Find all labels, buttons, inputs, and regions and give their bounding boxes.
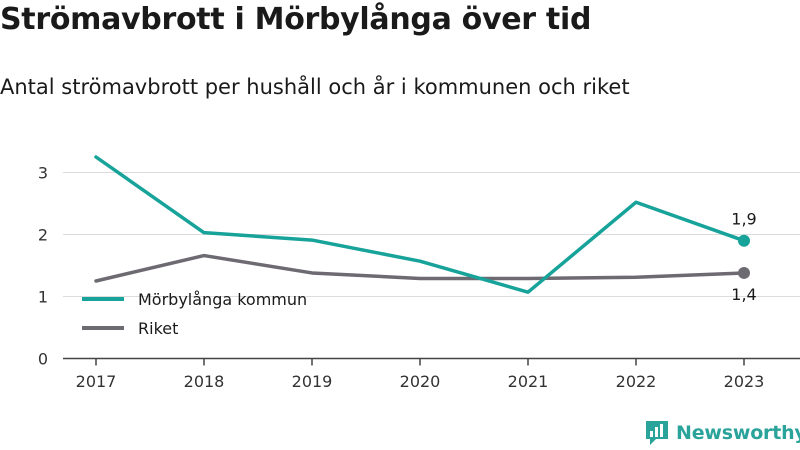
series-line-riket: [94, 253, 746, 283]
brand-logo: Newsworthy: [644, 418, 800, 448]
brand-name: Newsworthy: [676, 422, 800, 444]
data-label-morbylanga-2023: 1,9: [731, 210, 756, 229]
bar-chart-logo-icon: [646, 421, 668, 445]
x-tick-label: 2023: [724, 372, 765, 391]
series-line-morbylanga: [94, 155, 746, 294]
chart-subtitle: Antal strömavbrott per hushåll och år i …: [0, 75, 630, 99]
y-tick-label: 1: [38, 288, 48, 307]
x-tick-label: 2022: [616, 372, 657, 391]
series-end-point-morbylanga: [738, 234, 750, 247]
series-end-point-riket: [738, 266, 750, 279]
x-tick-label: 2019: [292, 372, 333, 391]
data-label-riket-2023: 1,4: [731, 285, 756, 304]
y-tick-label: 0: [38, 350, 48, 369]
y-tick-label: 2: [38, 226, 48, 245]
x-tick-label: 2020: [400, 372, 441, 391]
x-tick-label: 2021: [508, 372, 549, 391]
legend-label-riket: Riket: [138, 319, 178, 338]
chart-title: Strömavbrott i Mörbylånga över tid: [0, 2, 592, 37]
y-tick-label: 3: [38, 164, 48, 183]
x-tick-label: 2017: [76, 372, 117, 391]
x-tick-label: 2018: [184, 372, 225, 391]
legend-label-morbylanga: Mörbylånga kommun: [138, 290, 307, 309]
